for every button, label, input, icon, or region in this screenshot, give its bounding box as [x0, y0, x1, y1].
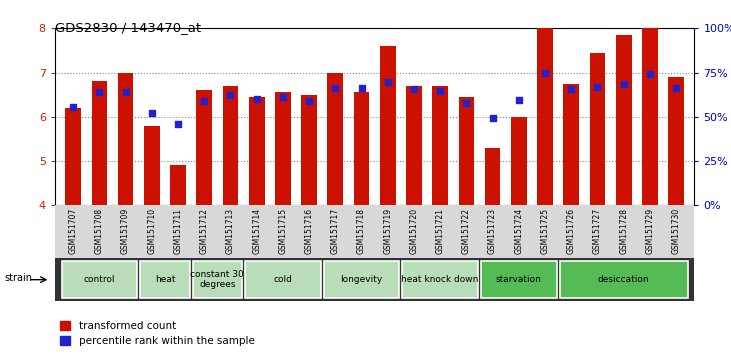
- Text: desiccation: desiccation: [598, 275, 649, 284]
- Bar: [118, 73, 134, 205]
- Legend: transformed count, percentile rank within the sample: transformed count, percentile rank withi…: [60, 321, 254, 346]
- Point: [461, 100, 472, 105]
- Text: GSM151714: GSM151714: [252, 208, 261, 254]
- Text: longevity: longevity: [341, 275, 382, 284]
- Text: GDS2830 / 143470_at: GDS2830 / 143470_at: [55, 21, 201, 34]
- Text: strain: strain: [4, 273, 32, 282]
- Bar: [354, 92, 369, 205]
- Point: [513, 97, 525, 103]
- Point: [198, 98, 210, 104]
- FancyBboxPatch shape: [55, 205, 694, 258]
- Text: GSM151728: GSM151728: [619, 208, 628, 254]
- Bar: [511, 117, 526, 205]
- Bar: [301, 95, 317, 205]
- Bar: [485, 148, 501, 205]
- Text: starvation: starvation: [496, 275, 542, 284]
- Bar: [380, 46, 395, 205]
- FancyBboxPatch shape: [245, 261, 321, 298]
- FancyBboxPatch shape: [55, 258, 694, 301]
- Text: GSM151720: GSM151720: [409, 208, 418, 254]
- Text: GSM151727: GSM151727: [593, 208, 602, 254]
- Text: GSM151711: GSM151711: [173, 208, 183, 254]
- Point: [618, 81, 629, 86]
- Text: GSM151729: GSM151729: [645, 208, 654, 254]
- Bar: [590, 53, 605, 205]
- Bar: [275, 92, 291, 205]
- Point: [67, 104, 79, 110]
- Text: heat knock down: heat knock down: [401, 275, 479, 284]
- Bar: [223, 86, 238, 205]
- Text: GSM151723: GSM151723: [488, 208, 497, 254]
- FancyBboxPatch shape: [61, 261, 137, 298]
- Point: [146, 110, 158, 116]
- Point: [487, 115, 499, 120]
- Point: [382, 80, 393, 85]
- FancyBboxPatch shape: [140, 261, 189, 298]
- Point: [670, 85, 682, 91]
- Text: GSM151708: GSM151708: [95, 208, 104, 254]
- Text: heat: heat: [155, 275, 175, 284]
- Text: GSM151710: GSM151710: [148, 208, 156, 254]
- Text: GSM151716: GSM151716: [305, 208, 314, 254]
- Bar: [144, 126, 159, 205]
- Bar: [249, 97, 265, 205]
- Text: GSM151709: GSM151709: [121, 208, 130, 254]
- Bar: [616, 35, 632, 205]
- Bar: [642, 28, 658, 205]
- Point: [330, 85, 341, 91]
- Bar: [170, 166, 186, 205]
- FancyBboxPatch shape: [560, 261, 688, 298]
- Text: constant 30
degrees: constant 30 degrees: [191, 270, 244, 289]
- FancyBboxPatch shape: [193, 261, 242, 298]
- Text: GSM151715: GSM151715: [279, 208, 287, 254]
- Point: [434, 88, 446, 94]
- Point: [277, 94, 289, 100]
- Text: control: control: [83, 275, 115, 284]
- Text: GSM151719: GSM151719: [383, 208, 393, 254]
- Point: [251, 96, 262, 102]
- Text: GSM151724: GSM151724: [515, 208, 523, 254]
- Text: cold: cold: [273, 275, 292, 284]
- Point: [591, 84, 603, 90]
- Text: GSM151718: GSM151718: [357, 208, 366, 254]
- Bar: [668, 77, 684, 205]
- FancyBboxPatch shape: [403, 261, 478, 298]
- Point: [539, 71, 551, 76]
- Bar: [564, 84, 579, 205]
- Text: GSM151722: GSM151722: [462, 208, 471, 254]
- FancyBboxPatch shape: [324, 261, 399, 298]
- Text: GSM151713: GSM151713: [226, 208, 235, 254]
- Bar: [406, 86, 422, 205]
- Point: [565, 87, 577, 92]
- Bar: [197, 90, 212, 205]
- Bar: [458, 97, 474, 205]
- Text: GSM151712: GSM151712: [200, 208, 209, 254]
- Point: [120, 90, 132, 95]
- Text: GSM151717: GSM151717: [331, 208, 340, 254]
- Point: [408, 87, 420, 92]
- Text: GSM151707: GSM151707: [69, 208, 77, 254]
- Point: [224, 92, 236, 98]
- Bar: [432, 86, 448, 205]
- Text: GSM151721: GSM151721: [436, 208, 444, 254]
- Point: [173, 121, 184, 127]
- Point: [356, 85, 368, 91]
- Text: GSM151730: GSM151730: [672, 208, 681, 254]
- Point: [303, 98, 315, 104]
- Point: [644, 71, 656, 77]
- Text: GSM151725: GSM151725: [540, 208, 550, 254]
- Bar: [327, 73, 343, 205]
- Bar: [537, 28, 553, 205]
- Bar: [91, 81, 107, 205]
- Point: [94, 90, 105, 95]
- FancyBboxPatch shape: [481, 261, 556, 298]
- Bar: [65, 108, 81, 205]
- Text: GSM151726: GSM151726: [567, 208, 576, 254]
